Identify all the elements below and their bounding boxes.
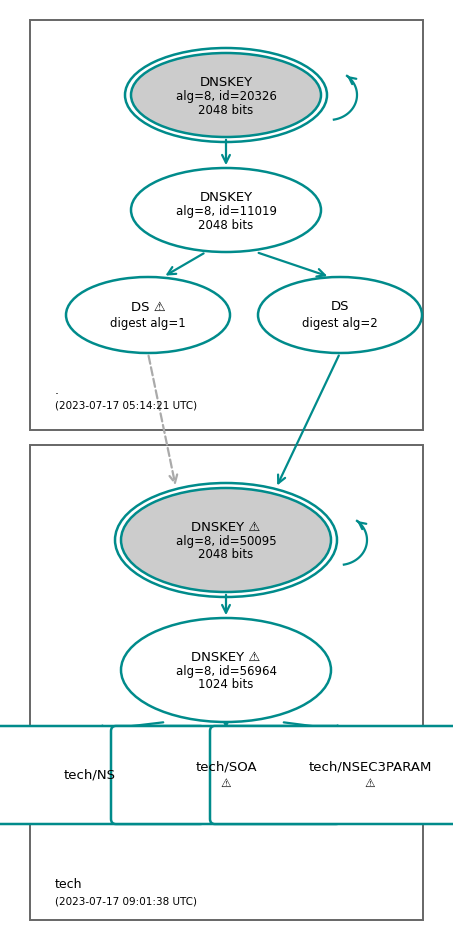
Text: (2023-07-17 09:01:38 UTC): (2023-07-17 09:01:38 UTC) <box>55 897 197 907</box>
Text: 2048 bits: 2048 bits <box>198 103 254 117</box>
Text: tech/NSEC3PARAM: tech/NSEC3PARAM <box>308 760 432 774</box>
Ellipse shape <box>121 488 331 592</box>
Text: .: . <box>55 384 59 397</box>
Text: 2048 bits: 2048 bits <box>198 549 254 561</box>
Text: 2048 bits: 2048 bits <box>198 218 254 231</box>
Text: DNSKEY: DNSKEY <box>199 75 253 88</box>
Text: digest alg=2: digest alg=2 <box>302 317 378 330</box>
Text: DNSKEY ⚠: DNSKEY ⚠ <box>191 650 260 664</box>
Ellipse shape <box>131 53 321 137</box>
Ellipse shape <box>131 168 321 252</box>
FancyBboxPatch shape <box>210 726 453 824</box>
Bar <box>30 20 423 430</box>
FancyBboxPatch shape <box>0 726 205 824</box>
Text: tech/SOA: tech/SOA <box>195 760 257 774</box>
Text: tech: tech <box>55 879 82 891</box>
Text: (2023-07-17 05:14:21 UTC): (2023-07-17 05:14:21 UTC) <box>55 400 197 410</box>
Bar <box>30 445 423 920</box>
Text: digest alg=1: digest alg=1 <box>110 317 186 330</box>
Ellipse shape <box>258 277 422 353</box>
FancyBboxPatch shape <box>111 726 341 824</box>
Text: tech/NS: tech/NS <box>64 769 116 781</box>
Text: ⚠: ⚠ <box>221 776 231 790</box>
Text: DS: DS <box>331 301 349 314</box>
Text: DNSKEY ⚠: DNSKEY ⚠ <box>191 521 260 534</box>
Text: 1024 bits: 1024 bits <box>198 679 254 692</box>
Text: alg=8, id=11019: alg=8, id=11019 <box>175 205 276 217</box>
Text: alg=8, id=20326: alg=8, id=20326 <box>176 89 276 102</box>
Ellipse shape <box>66 277 230 353</box>
Text: ⚠: ⚠ <box>365 776 375 790</box>
Text: alg=8, id=50095: alg=8, id=50095 <box>176 535 276 547</box>
Text: DNSKEY: DNSKEY <box>199 191 253 203</box>
Text: alg=8, id=56964: alg=8, id=56964 <box>175 665 276 678</box>
Ellipse shape <box>121 618 331 722</box>
Text: DS ⚠: DS ⚠ <box>130 301 165 314</box>
